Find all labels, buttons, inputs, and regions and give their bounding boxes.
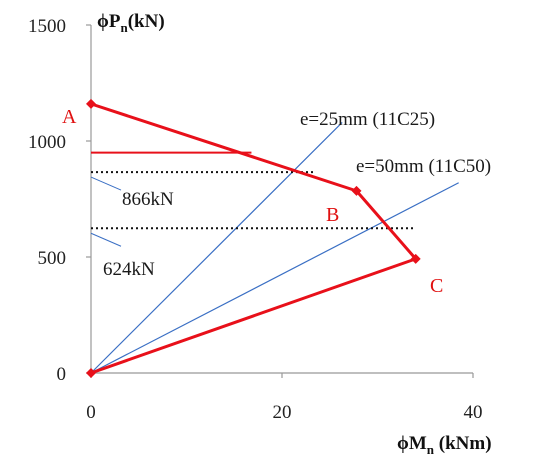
curve-point-marker (86, 98, 96, 109)
y-tick-label: 0 (57, 364, 67, 385)
load-label-leader (90, 232, 122, 247)
y-axis-title: ϕPn(kN) (97, 11, 165, 35)
axis-ticks: 0 500 1000 1500 0 20 40 (28, 16, 483, 423)
curve-point-label: A (62, 106, 77, 128)
curve-point-label: B (326, 204, 339, 226)
eccentricity-label: e=25mm (11C25) (300, 109, 435, 130)
load-label-leader (90, 176, 122, 191)
y-tick-label: 1000 (28, 132, 66, 153)
eccentricity-label: e=50mm (11C50) (356, 156, 491, 177)
x-axis-title: ϕMn (kNm) (397, 433, 492, 457)
chart-labels: ϕPn(kN) ϕMn (kNm) (97, 11, 492, 457)
interaction-curve: A B C (62, 98, 443, 378)
reference-lines: e=25mm (11C25) e=50mm (11C50) 866kN 624kN (90, 109, 491, 374)
interaction-curve-line (90, 102, 418, 375)
load-label: 624kN (103, 259, 155, 280)
load-label: 866kN (122, 189, 174, 210)
x-tick-label: 0 (86, 402, 96, 423)
y-tick-label: 1500 (28, 16, 66, 37)
curve-point-marker (410, 253, 421, 264)
eccentricity-line (90, 182, 459, 374)
curve-point-marker (351, 185, 362, 196)
x-tick-label: 20 (273, 402, 292, 423)
y-tick-label: 500 (38, 248, 67, 269)
eccentricity-line (90, 122, 343, 374)
curve-point-label: C (430, 275, 443, 297)
curve-point-marker (86, 368, 96, 378)
x-tick-label: 40 (464, 402, 483, 423)
